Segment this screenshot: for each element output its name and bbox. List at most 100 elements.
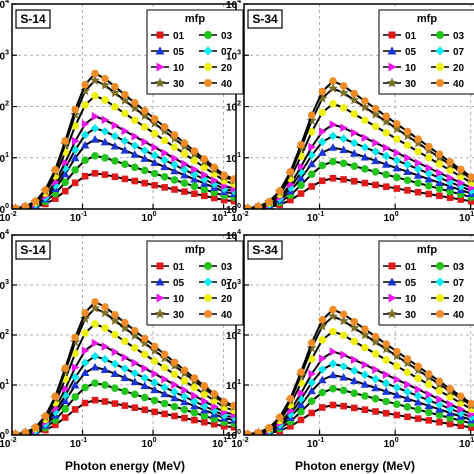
data-point-07 bbox=[50, 407, 60, 417]
x-axis-label-left: Photon energy (MeV) bbox=[65, 459, 185, 473]
x-tick-label: 10-1 bbox=[70, 211, 87, 224]
legend-marker-01 bbox=[388, 31, 396, 39]
data-point-07 bbox=[70, 372, 80, 382]
legend-marker-10 bbox=[156, 62, 165, 72]
data-point-03 bbox=[140, 393, 149, 402]
data-point-40 bbox=[61, 137, 70, 145]
legend-marker-10 bbox=[156, 293, 165, 303]
data-point-40 bbox=[31, 423, 40, 432]
data-point-03 bbox=[140, 166, 149, 175]
legend-label-01: 01 bbox=[405, 262, 417, 273]
data-point-10 bbox=[111, 121, 120, 130]
data-point-03 bbox=[424, 408, 433, 417]
data-point-03 bbox=[318, 388, 327, 397]
data-point-40 bbox=[446, 384, 454, 393]
data-point-30 bbox=[370, 336, 381, 347]
data-point-30 bbox=[99, 307, 110, 318]
data-point-10 bbox=[191, 391, 199, 400]
data-point-05 bbox=[307, 386, 316, 395]
data-point-01 bbox=[340, 176, 347, 183]
data-point-10 bbox=[414, 158, 423, 168]
data-point-30 bbox=[381, 343, 392, 354]
data-point-01 bbox=[297, 190, 305, 197]
data-point-01 bbox=[151, 181, 158, 189]
data-point-10 bbox=[81, 346, 90, 355]
data-point-03 bbox=[130, 390, 139, 399]
data-point-40 bbox=[51, 165, 60, 174]
data-point-03 bbox=[318, 161, 327, 170]
y-tick-label: 104 bbox=[226, 229, 241, 242]
data-point-20 bbox=[371, 122, 380, 131]
data-point-01 bbox=[361, 406, 369, 414]
legend-label-05: 05 bbox=[173, 278, 185, 289]
data-point-40 bbox=[286, 394, 295, 403]
legend-label-40: 40 bbox=[221, 79, 233, 90]
data-point-40 bbox=[130, 98, 139, 107]
y-tick-label: 102 bbox=[226, 101, 241, 114]
series-group bbox=[244, 305, 474, 435]
data-point-07 bbox=[392, 383, 402, 392]
data-point-20 bbox=[424, 380, 433, 389]
data-point-30 bbox=[149, 118, 160, 128]
data-point-40 bbox=[150, 342, 159, 351]
data-point-20 bbox=[101, 96, 109, 104]
data-point-01 bbox=[393, 185, 401, 192]
data-point-07 bbox=[70, 145, 80, 155]
data-point-20 bbox=[350, 110, 359, 118]
data-point-05 bbox=[328, 370, 338, 379]
data-point-01 bbox=[297, 416, 305, 424]
data-point-20 bbox=[130, 116, 139, 125]
data-point-07 bbox=[318, 365, 327, 374]
data-point-10 bbox=[425, 390, 434, 399]
data-point-03 bbox=[121, 160, 129, 168]
data-point-40 bbox=[265, 424, 273, 432]
data-point-05 bbox=[140, 154, 150, 162]
data-point-30 bbox=[338, 315, 349, 326]
data-point-40 bbox=[210, 390, 219, 398]
data-point-40 bbox=[230, 401, 236, 410]
data-point-10 bbox=[141, 364, 150, 373]
data-point-03 bbox=[339, 159, 348, 168]
panel-label: S-34 bbox=[247, 9, 283, 29]
data-point-05 bbox=[339, 145, 348, 154]
data-point-01 bbox=[425, 417, 433, 424]
data-point-40 bbox=[200, 382, 209, 390]
data-point-03 bbox=[361, 392, 369, 400]
data-point-10 bbox=[382, 143, 391, 153]
data-point-40 bbox=[190, 147, 199, 155]
data-point-03 bbox=[160, 399, 169, 408]
y-tick-label: 101 bbox=[226, 152, 241, 165]
data-point-20 bbox=[111, 102, 119, 111]
data-point-10 bbox=[201, 170, 209, 180]
data-point-10 bbox=[340, 123, 348, 133]
data-point-05 bbox=[339, 372, 348, 381]
data-point-07 bbox=[110, 131, 120, 141]
panel-1: 10-210-1100101100101102103104S-14mfp0103… bbox=[0, 0, 244, 224]
data-point-05 bbox=[60, 169, 70, 178]
data-point-07 bbox=[328, 131, 338, 141]
data-point-20 bbox=[382, 356, 390, 364]
series-group bbox=[12, 69, 236, 209]
data-point-10 bbox=[181, 159, 189, 169]
data-point-05 bbox=[90, 362, 100, 371]
data-point-20 bbox=[414, 374, 422, 383]
data-point-01 bbox=[446, 194, 454, 201]
data-point-01 bbox=[468, 198, 474, 205]
data-point-01 bbox=[340, 402, 347, 410]
data-point-40 bbox=[210, 163, 219, 171]
data-point-03 bbox=[200, 185, 209, 194]
data-point-40 bbox=[190, 374, 199, 382]
data-point-20 bbox=[382, 128, 390, 137]
data-point-03 bbox=[307, 170, 316, 178]
data-point-01 bbox=[414, 415, 422, 422]
data-point-20 bbox=[361, 343, 369, 352]
data-point-30 bbox=[349, 94, 360, 105]
data-point-40 bbox=[329, 305, 337, 314]
legend-marker-20 bbox=[204, 63, 212, 71]
data-point-40 bbox=[111, 311, 119, 319]
data-point-07 bbox=[120, 136, 130, 146]
x-tick-label: 101 bbox=[459, 211, 474, 224]
data-point-10 bbox=[297, 162, 306, 171]
